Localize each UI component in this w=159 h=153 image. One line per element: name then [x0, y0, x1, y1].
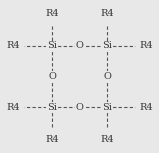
- Text: Si: Si: [47, 41, 57, 50]
- Text: O: O: [76, 41, 83, 50]
- Text: R4: R4: [45, 135, 59, 144]
- Text: Si: Si: [47, 103, 57, 112]
- Text: O: O: [76, 103, 83, 112]
- Text: O: O: [103, 72, 111, 81]
- Text: R4: R4: [139, 41, 153, 50]
- Text: R4: R4: [139, 103, 153, 112]
- Text: O: O: [48, 72, 56, 81]
- Text: R4: R4: [6, 41, 20, 50]
- Text: R4: R4: [45, 9, 59, 18]
- Text: R4: R4: [6, 103, 20, 112]
- Text: Si: Si: [102, 41, 112, 50]
- Text: Si: Si: [102, 103, 112, 112]
- Text: R4: R4: [100, 9, 114, 18]
- Text: R4: R4: [100, 135, 114, 144]
